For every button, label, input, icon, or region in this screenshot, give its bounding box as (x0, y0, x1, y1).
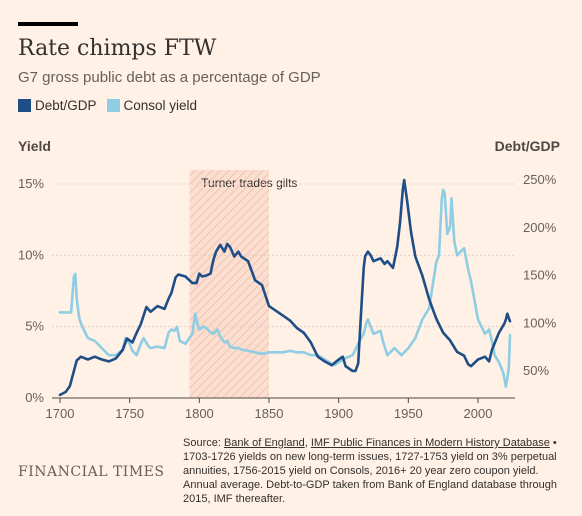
left-tick-label: 0% (25, 390, 44, 405)
right-tick-label: 200% (523, 220, 557, 235)
legend-swatch-yield (106, 99, 120, 112)
x-tick-label: 1700 (46, 406, 75, 421)
left-tick-label: 15% (18, 176, 44, 191)
chart-subtitle: G7 gross public debt as a percentage of … (18, 69, 321, 86)
right-tick-label: 100% (523, 315, 557, 330)
legend-label-debt: Debt/GDP (35, 98, 97, 113)
x-tick-label: 2000 (464, 406, 493, 421)
legend-item-yield: Consol yield (106, 98, 198, 113)
source-sep: , (304, 437, 311, 449)
left-axis-title: Yield (18, 138, 51, 154)
source-rest: • 1703-1726 yields on new long-term issu… (183, 437, 558, 505)
x-tick-label: 1950 (394, 406, 423, 421)
ft-brand-logo: FINANCIAL TIMES (18, 464, 165, 480)
source-link-imf[interactable]: IMF Public Finances in Modern History Da… (310, 437, 550, 449)
source-link-boe[interactable]: Bank of England (223, 437, 305, 449)
right-tick-label: 50% (523, 363, 549, 378)
right-tick-label: 150% (523, 268, 557, 283)
annotation-label: Turner trades gilts (201, 176, 297, 190)
x-tick-label: 1850 (255, 406, 284, 421)
chart-title: Rate chimps FTW (18, 36, 217, 61)
ft-top-rule (18, 22, 78, 26)
right-tick-label: 250% (523, 172, 557, 187)
annotation-band (189, 170, 269, 398)
left-tick-label: 5% (25, 319, 44, 334)
x-tick-label: 1900 (324, 406, 353, 421)
x-tick-label: 1800 (185, 406, 214, 421)
x-tick-label: 1750 (115, 406, 144, 421)
legend: Debt/GDP Consol yield (18, 98, 207, 113)
series-line-consol-yield (58, 188, 512, 388)
legend-label-yield: Consol yield (123, 98, 198, 113)
source-prefix: Source: (183, 437, 224, 449)
source-note: Source: Bank of England, IMF Public Fina… (183, 436, 565, 506)
legend-swatch-debt (18, 99, 31, 112)
left-tick-label: 10% (18, 247, 44, 262)
series-line-debt-gdp (58, 178, 512, 397)
right-axis-title: Debt/GDP (494, 138, 560, 154)
legend-item-debt: Debt/GDP (18, 98, 97, 113)
